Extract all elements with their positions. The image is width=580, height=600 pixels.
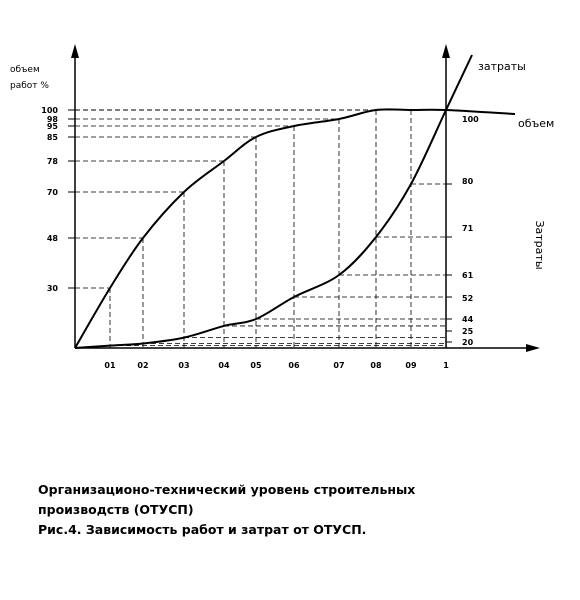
x-tick-label: 08 <box>370 361 382 370</box>
x-tick-label: 05 <box>250 361 262 370</box>
y2-tick-label: 44 <box>462 315 474 324</box>
caption: Рис.4. Зависимость работ и затрат от ОТУ… <box>38 522 366 537</box>
y-axis-label: объем <box>10 65 40 75</box>
y2-tick-label: 71 <box>462 224 474 233</box>
y2-axis-arrow <box>442 44 450 58</box>
line <box>109 108 447 289</box>
y-tick-label: 95 <box>47 122 59 131</box>
y2-tick-label: 100 <box>462 115 479 124</box>
curve-tail <box>445 54 473 111</box>
x-tick-label: 1 <box>443 361 449 370</box>
x-tick-label: 06 <box>288 361 300 370</box>
y-tick-label: 30 <box>47 284 59 293</box>
series-label: затраты <box>478 60 526 73</box>
x-tick-label: 03 <box>178 361 189 370</box>
curve-tail <box>445 109 516 115</box>
y2-tick-label: 25 <box>462 327 474 336</box>
y2-axis-label: Затраты <box>533 220 546 269</box>
caption: Организационо-технический уровень строит… <box>38 482 415 497</box>
y-tick-label: 85 <box>47 133 59 142</box>
series-label: объем <box>518 117 554 130</box>
y-tick-label: 100 <box>41 106 58 115</box>
y2-tick-label: 80 <box>462 177 474 186</box>
y-tick-label: 70 <box>47 188 59 197</box>
y-axis-label: работ % <box>10 81 49 91</box>
y2-tick-label: 61 <box>462 271 474 280</box>
x-tick-label: 01 <box>104 361 116 370</box>
y-axis-arrow <box>71 44 79 58</box>
x-tick-label: 02 <box>137 361 148 370</box>
y2-tick-label: 20 <box>462 338 474 347</box>
y-tick-label: 98 <box>47 115 59 124</box>
x-tick-label: 09 <box>405 361 417 370</box>
line <box>109 109 447 347</box>
curve-lead <box>74 344 111 349</box>
y-tick-label: 78 <box>47 157 59 166</box>
caption: производств (ОТУСП) <box>38 502 194 517</box>
x-tick-label: 04 <box>218 361 230 370</box>
y2-tick-label: 52 <box>462 294 473 303</box>
curve-lead <box>74 287 111 349</box>
x-axis-arrow <box>526 344 540 352</box>
y-tick-label: 48 <box>47 234 59 243</box>
x-tick-label: 07 <box>333 361 344 370</box>
